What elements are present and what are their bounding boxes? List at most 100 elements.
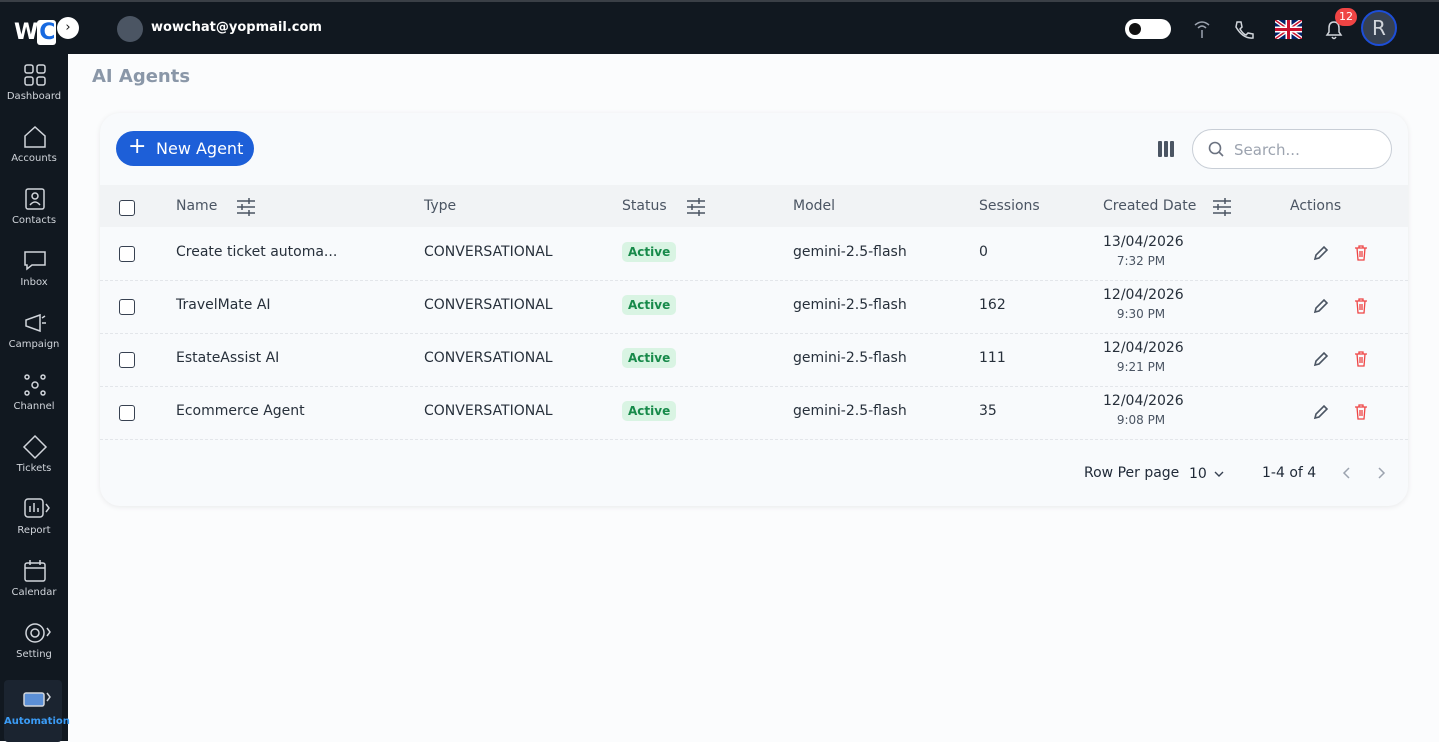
row-checkbox[interactable] (119, 405, 135, 421)
sidebar-icon (24, 374, 46, 396)
sidebar-item[interactable]: Dashboard (0, 54, 68, 116)
sidebar-label: Tickets (16, 463, 52, 474)
sidebar-item[interactable]: Report (0, 488, 68, 550)
theme-toggle[interactable] (1125, 19, 1171, 39)
status-badge: Active (622, 348, 677, 368)
column-header: Actions (1290, 198, 1342, 214)
agent-name: TravelMate AI (176, 297, 271, 313)
sidebar: Dashboard Accounts Contacts Inbox Campaign Ch… (0, 54, 70, 742)
agents-card: + New Agent Search... Create ticket auto… (100, 113, 1408, 506)
agent-type: CONVERSATIONAL (424, 403, 553, 419)
sidebar-item[interactable]: Setting (0, 612, 68, 674)
page-range: 1-4 of 4 (1262, 465, 1317, 481)
agent-type: CONVERSATIONAL (424, 244, 553, 260)
dropdown-chevron[interactable] (1213, 469, 1225, 479)
rows-per-page[interactable]: 10 (1189, 466, 1207, 482)
sidebar-label: Accounts (11, 153, 57, 164)
columns-icon[interactable] (1158, 141, 1174, 157)
edit-button[interactable] (1312, 403, 1330, 425)
sidebar-label: Dashboard (6, 91, 62, 102)
column-header: Status (622, 198, 667, 214)
agent-sessions: 111 (979, 350, 1006, 366)
agent-type: CONVERSATIONAL (424, 297, 553, 313)
sidebar-item[interactable]: Calendar (0, 550, 68, 612)
avatar[interactable]: R (1361, 10, 1397, 46)
row-checkbox[interactable] (119, 299, 135, 315)
agent-type: CONVERSATIONAL (424, 350, 553, 366)
agent-sessions: 162 (979, 297, 1006, 313)
status-badge: Active (622, 242, 677, 262)
bell-icon[interactable] (1323, 19, 1345, 41)
created-time: 9:08 PM (1116, 413, 1166, 427)
row-checkbox[interactable] (119, 352, 135, 368)
sidebar-item[interactable]: Tickets (0, 426, 68, 488)
user-icon (117, 16, 143, 42)
sidebar-item[interactable]: Inbox (0, 240, 68, 302)
status-badge: Active (622, 295, 677, 315)
column-filter[interactable] (1212, 198, 1232, 220)
agent-model: gemini-2.5-flash (793, 244, 907, 260)
user-email: wowchat@yopmail.com (151, 20, 322, 35)
column-header: Model (793, 198, 836, 214)
delete-button[interactable] (1353, 297, 1369, 319)
network-icon[interactable] (1193, 19, 1211, 39)
column-filter[interactable] (686, 198, 706, 220)
column-filter[interactable] (236, 198, 256, 220)
row-divider (100, 280, 1408, 281)
created-date: 12/04/2026 (1103, 393, 1184, 409)
sidebar-icon (24, 125, 46, 148)
row-checkbox[interactable] (119, 246, 135, 262)
logo-letter: C (37, 20, 57, 45)
notification-badge: 12 (1335, 8, 1357, 26)
sidebar-icon (24, 560, 46, 582)
agent-name: Ecommerce Agent (176, 403, 305, 419)
delete-button[interactable] (1353, 244, 1369, 266)
sidebar-item[interactable]: Campaign (0, 302, 68, 364)
sidebar-icon (25, 623, 51, 643)
agent-sessions: 0 (979, 244, 988, 260)
sidebar-icon (25, 188, 45, 210)
edit-button[interactable] (1312, 350, 1330, 372)
sidebar-icon (22, 434, 48, 460)
edit-button[interactable] (1312, 244, 1330, 266)
call-icon[interactable] (1233, 19, 1255, 41)
prev-page[interactable] (1341, 466, 1353, 480)
sidebar-item[interactable]: Accounts (0, 116, 68, 178)
language-flag[interactable] (1275, 20, 1302, 39)
column-header: Sessions (979, 198, 1040, 214)
row-divider (100, 333, 1408, 334)
page-title: AI Agents (92, 66, 191, 87)
sidebar-label: Contacts (11, 215, 57, 226)
edit-button[interactable] (1312, 297, 1330, 319)
status-badge: Active (622, 401, 677, 421)
sidebar-icon (24, 498, 50, 518)
created-date: 12/04/2026 (1103, 340, 1184, 356)
row-divider (100, 439, 1408, 440)
sidebar-label: Channel (13, 401, 55, 412)
logo[interactable]: WC (14, 20, 57, 45)
rows-per-page-label: Row Per page (1084, 465, 1180, 481)
search-box[interactable]: Search... (1192, 129, 1392, 169)
sidebar-icon (24, 64, 46, 86)
select-all-checkbox[interactable] (119, 200, 135, 216)
table-header (100, 185, 1408, 227)
next-page[interactable] (1375, 466, 1387, 480)
sidebar-item[interactable]: Automation (4, 680, 70, 742)
sidebar-icon (25, 313, 46, 333)
column-header: Name (176, 198, 218, 214)
delete-button[interactable] (1353, 350, 1369, 372)
sidebar-item[interactable]: Channel (0, 364, 68, 426)
new-agent-button[interactable]: + New Agent (116, 131, 254, 166)
agent-model: gemini-2.5-flash (793, 297, 907, 313)
sidebar-item[interactable]: Contacts (0, 178, 68, 240)
created-time: 7:32 PM (1116, 254, 1166, 268)
created-date: 12/04/2026 (1103, 287, 1184, 303)
created-time: 9:30 PM (1116, 307, 1166, 321)
delete-button[interactable] (1353, 403, 1369, 425)
sidebar-toggle[interactable]: › (57, 17, 79, 39)
top-bar: WC › wowchat@yopmail.com 12 R (0, 0, 1439, 54)
column-header: Created Date (1103, 198, 1197, 214)
agent-model: gemini-2.5-flash (793, 403, 907, 419)
sidebar-label: Automation (4, 716, 70, 727)
